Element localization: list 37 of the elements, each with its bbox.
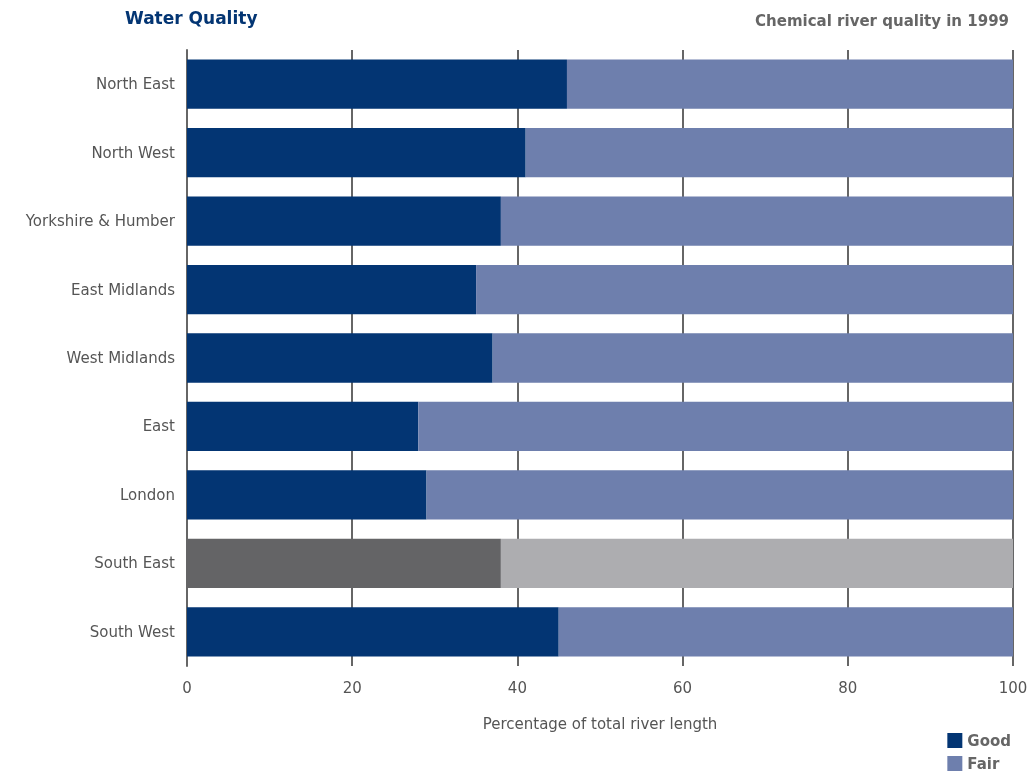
bar bbox=[187, 401, 419, 452]
bar bbox=[476, 264, 1013, 315]
bar bbox=[500, 538, 1013, 588]
y-tick-label: North West bbox=[91, 143, 176, 162]
bar bbox=[500, 196, 1013, 246]
bar bbox=[187, 333, 493, 383]
x-axis-title: Percentage of total river length bbox=[482, 714, 718, 733]
bar bbox=[426, 470, 1013, 520]
y-tick-label: West Midlands bbox=[66, 349, 176, 367]
x-tick-label: 80 bbox=[838, 678, 858, 697]
x-tick-label: 20 bbox=[342, 678, 362, 697]
bar bbox=[187, 59, 567, 109]
x-tick-label: 100 bbox=[998, 678, 1028, 697]
x-tick-label: 40 bbox=[507, 678, 527, 697]
bar bbox=[187, 196, 501, 246]
bar bbox=[558, 607, 1013, 657]
chart-subtitle: Chemical river quality in 1999 bbox=[755, 11, 1009, 30]
y-tick-label: East Midlands bbox=[71, 280, 176, 299]
bar bbox=[525, 128, 1013, 178]
y-tick-label: London bbox=[120, 485, 175, 504]
x-tick-label: 60 bbox=[673, 678, 693, 697]
y-tick-label: Yorkshire & Humber bbox=[24, 212, 176, 231]
bar bbox=[566, 59, 1013, 109]
x-tick-label: 0 bbox=[182, 678, 192, 697]
y-tick-label: South West bbox=[89, 622, 176, 641]
bar bbox=[418, 401, 1013, 452]
legend-label: Good bbox=[967, 731, 1012, 750]
y-tick-label: South East bbox=[94, 554, 176, 573]
bar bbox=[187, 128, 526, 178]
y-tick-label: East bbox=[142, 417, 176, 436]
bar bbox=[492, 333, 1013, 383]
bar bbox=[187, 607, 559, 657]
bar bbox=[187, 470, 427, 520]
legend-label: Fair bbox=[967, 754, 1000, 773]
bar bbox=[187, 264, 477, 315]
chart-title: Water Quality bbox=[125, 7, 258, 28]
y-tick-label: North East bbox=[95, 75, 176, 94]
